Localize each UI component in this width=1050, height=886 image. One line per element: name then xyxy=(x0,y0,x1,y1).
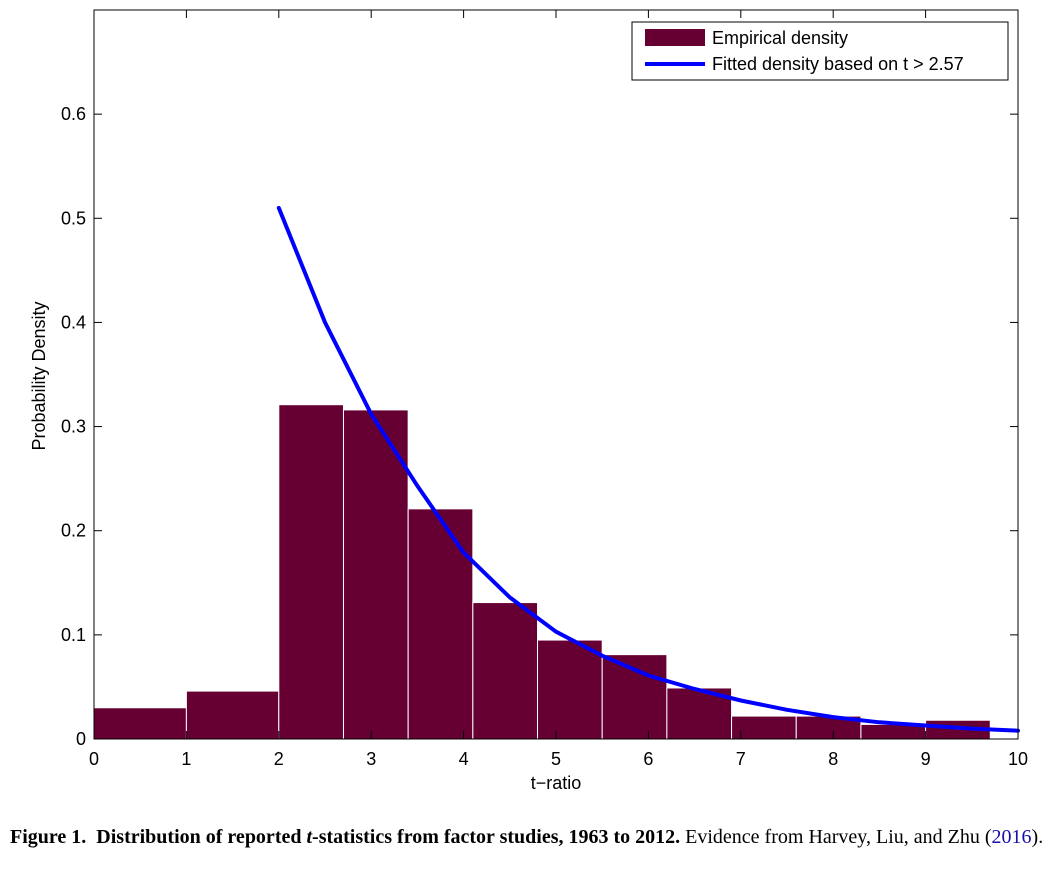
chart-figure: 0 1 2 3 4 5 6 7 8 9 10 0 0.1 0.2 0.3 0.4 0.5 0.6 t−ratio… xyxy=(29,9,1028,793)
x-tick-labels: 0 1 2 3 4 5 6 7 8 9 10 xyxy=(89,749,1028,769)
y-tick-label-6: 0.6 xyxy=(61,104,86,124)
x-tick-label-9: 9 xyxy=(921,749,931,769)
axis-ticks xyxy=(93,10,1019,740)
fitted-density-line xyxy=(276,205,1020,733)
x-tick-label-5: 5 xyxy=(551,749,561,769)
bar-2 xyxy=(278,404,344,740)
x-tick-label-2: 2 xyxy=(274,749,284,769)
legend-bar-swatch xyxy=(645,29,705,46)
caption-evidence-before: Evidence from Harvey, Liu, and Zhu ( xyxy=(685,826,992,848)
x-axis-label: t−ratio xyxy=(531,773,582,793)
x-tick-label-1: 1 xyxy=(181,749,191,769)
caption-title: Figure 1. Distribution of reported t-sta… xyxy=(10,826,680,848)
y-tick-labels: 0 0.1 0.2 0.3 0.4 0.5 0.6 xyxy=(61,104,86,749)
x-tick-label-6: 6 xyxy=(643,749,653,769)
bar-0 xyxy=(93,707,187,740)
y-tick-label-1: 0.1 xyxy=(61,625,86,645)
y-tick-label-5: 0.5 xyxy=(61,208,86,228)
legend-bar-label: Empirical density xyxy=(712,28,848,48)
caption-title-italic: t xyxy=(306,826,313,848)
caption-title-after: -statistics from factor studies, 1963 to… xyxy=(312,826,681,848)
caption-evidence-after: ). xyxy=(1031,826,1044,848)
figure-caption: Figure 1. Distribution of reported t-sta… xyxy=(10,823,1045,852)
bar-3 xyxy=(342,409,409,740)
x-tick-label-8: 8 xyxy=(828,749,838,769)
x-tick-label-10: 10 xyxy=(1008,749,1028,769)
y-tick-label-3: 0.3 xyxy=(61,417,86,437)
y-axis-label: Probability Density xyxy=(29,301,49,450)
legend-line-label: Fitted density based on t > 2.57 xyxy=(712,54,964,74)
fitted-density-group xyxy=(276,205,1020,733)
legend: Empirical density Fitted density based o… xyxy=(631,21,1009,81)
bar-1 xyxy=(185,690,280,740)
bar-6 xyxy=(537,639,603,740)
chart-svg: 0 1 2 3 4 5 6 7 8 9 10 0 0.1 0.2 0.3 0.4 0.5 0.6 t−ratio… xyxy=(29,9,1028,793)
bar-4 xyxy=(407,508,474,740)
bar-5 xyxy=(472,602,539,740)
y-tick-label-2: 0.2 xyxy=(61,521,86,541)
bar-7 xyxy=(601,654,668,740)
x-tick-label-0: 0 xyxy=(89,749,99,769)
x-tick-label-7: 7 xyxy=(736,749,746,769)
y-tick-label-0: 0 xyxy=(76,729,86,749)
caption-title-before: Distribution of reported xyxy=(96,826,307,848)
x-tick-label-3: 3 xyxy=(366,749,376,769)
y-tick-label-4: 0.4 xyxy=(61,312,86,332)
citation-year-link[interactable]: 2016 xyxy=(991,826,1032,848)
histogram-bars xyxy=(93,404,991,740)
x-tick-label-4: 4 xyxy=(459,749,469,769)
caption-figure-label: Figure 1. xyxy=(10,826,87,848)
